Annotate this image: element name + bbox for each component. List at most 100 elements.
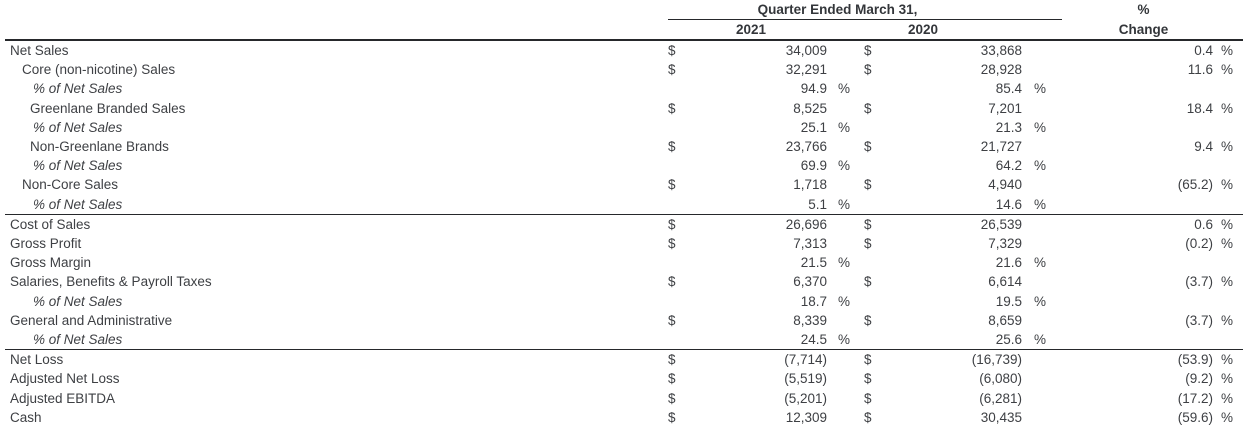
percent-sign-change <box>1216 330 1243 350</box>
value-2020: (6,080) <box>979 371 1022 387</box>
dollar-sign-2020 <box>864 118 888 137</box>
percent-sign-2020 <box>1026 137 1062 156</box>
dollar-sign-2021 <box>668 253 692 272</box>
table-row: % of Net Sales 18.7 % 19.5 % <box>5 292 1243 311</box>
value-2020: 7,329 <box>988 236 1022 252</box>
value-2020: 19.5 <box>995 293 1022 309</box>
dollar-sign-2020: $ <box>864 43 872 58</box>
percent-sign-change <box>1216 253 1243 272</box>
row-label: General and Administrative <box>10 312 173 328</box>
percent-sign-2020: % <box>1034 119 1047 135</box>
percent-sign-change: % <box>1221 100 1234 116</box>
header-year-row: 2021 2020 Change <box>5 19 1244 41</box>
row-label: Net Sales <box>10 43 69 58</box>
value-2020: (16,739) <box>888 349 1026 370</box>
value-2021: 6,370 <box>793 274 827 290</box>
value-2020: 21.6 <box>995 255 1022 271</box>
dollar-sign-2020: $ <box>864 62 872 78</box>
value-2020: 85.4 <box>995 81 1022 97</box>
row-label: Salaries, Benefits & Payroll Taxes <box>10 274 212 290</box>
dollar-sign-2021: $ <box>668 371 676 387</box>
dollar-sign-2021 <box>668 292 692 311</box>
dollar-sign-2021: $ <box>668 100 676 116</box>
dollar-sign-2021 <box>668 195 692 215</box>
percent-sign-2021 <box>830 311 864 330</box>
value-change <box>1062 253 1216 272</box>
row-label: Non-Greenlane Brands <box>30 139 169 155</box>
row-label: Gross Profit <box>10 236 82 252</box>
row-label: % of Net Sales <box>33 119 123 135</box>
value-change <box>1062 156 1216 175</box>
dollar-sign-2021: $ <box>668 274 676 290</box>
dollar-sign-2020 <box>864 156 888 175</box>
dollar-sign-2021 <box>668 79 692 98</box>
table-row: % of Net Sales 24.5 % 25.6 % <box>5 330 1243 350</box>
table-row: Salaries, Benefits & Payroll Taxes $ 6,3… <box>5 272 1243 291</box>
value-change <box>1062 118 1216 137</box>
value-change: 0.4 <box>1194 43 1214 58</box>
table-row: General and Administrative $ 8,339 $ 8,6… <box>5 311 1243 330</box>
row-label: Cash <box>10 409 42 425</box>
percent-sign-2020 <box>1026 60 1062 79</box>
value-2021: 8,339 <box>793 312 827 328</box>
value-2020: 6,614 <box>988 274 1022 290</box>
dollar-sign-2020 <box>864 79 888 98</box>
percent-sign-change <box>1216 156 1243 175</box>
value-2021: 5.1 <box>808 196 827 212</box>
value-change: (9.2) <box>1185 371 1214 387</box>
value-2020: 26,539 <box>888 213 1026 235</box>
value-2021: 32,291 <box>785 62 827 78</box>
value-2021: 26,696 <box>692 213 830 235</box>
dollar-sign-2021: $ <box>668 139 676 155</box>
value-2021: 7,313 <box>793 236 827 252</box>
quarter-ended-group-header: Quarter Ended March 31, <box>668 0 1063 20</box>
value-change <box>1062 330 1216 350</box>
value-change: 0.6 <box>1062 213 1217 235</box>
percent-sign-2021: % <box>838 255 851 271</box>
percent-sign-change: % <box>1221 409 1234 425</box>
value-change <box>1062 79 1216 98</box>
table-row: Gross Margin 21.5 % 21.6 % <box>5 253 1243 272</box>
value-2021: (5,519) <box>784 371 827 387</box>
dollar-sign-2021 <box>668 118 692 137</box>
percent-sign-2021 <box>830 40 864 60</box>
column-header-2020: 2020 <box>864 19 1063 41</box>
value-change: (59.6) <box>1177 409 1214 425</box>
value-2020: 21,727 <box>980 139 1022 155</box>
percent-sign-2020: % <box>1034 81 1047 97</box>
dollar-sign-2020 <box>864 330 888 350</box>
percent-sign-2020: % <box>1034 332 1047 348</box>
value-2021: 24.5 <box>800 332 827 348</box>
dollar-sign-2021: $ <box>668 236 676 252</box>
percent-sign-2020 <box>1026 349 1063 370</box>
percent-sign-2020: % <box>1034 293 1047 309</box>
dollar-sign-2020: $ <box>864 349 888 370</box>
value-2020: 25.6 <box>995 332 1022 348</box>
dollar-sign-2020 <box>864 195 888 215</box>
percent-sign-2020 <box>1026 389 1062 408</box>
table-row: Net Loss $ (7,714) $ (16,739) (53.9) % <box>5 349 1244 370</box>
row-label: Net Loss <box>5 349 668 370</box>
value-change: (17.2) <box>1177 390 1214 406</box>
percent-sign-change <box>1216 195 1243 215</box>
percent-sign-2020 <box>1026 272 1062 291</box>
dollar-sign-2020: $ <box>864 274 872 290</box>
percent-sign-change: % <box>1221 62 1234 78</box>
percent-sign-2021 <box>830 272 864 291</box>
dollar-sign-2021: $ <box>668 409 676 425</box>
row-label: Adjusted EBITDA <box>10 390 116 406</box>
percent-sign-2021 <box>830 99 864 118</box>
row-label: Gross Margin <box>10 255 92 271</box>
percent-sign-change: % <box>1221 236 1234 252</box>
percent-sign-change: % <box>1221 274 1234 290</box>
dollar-sign-2020: $ <box>864 371 872 387</box>
percent-sign-change: % <box>1221 177 1234 193</box>
dollar-sign-2020 <box>864 292 888 311</box>
value-2020: 21.3 <box>995 119 1022 135</box>
percent-sign-2021 <box>830 137 864 156</box>
row-label: Non-Core Sales <box>22 177 119 193</box>
row-label: % of Net Sales <box>33 196 123 212</box>
value-2021: (5,201) <box>784 390 827 406</box>
table-row: % of Net Sales 94.9 % 85.4 % <box>5 79 1243 98</box>
value-2021: 69.9 <box>800 158 827 174</box>
